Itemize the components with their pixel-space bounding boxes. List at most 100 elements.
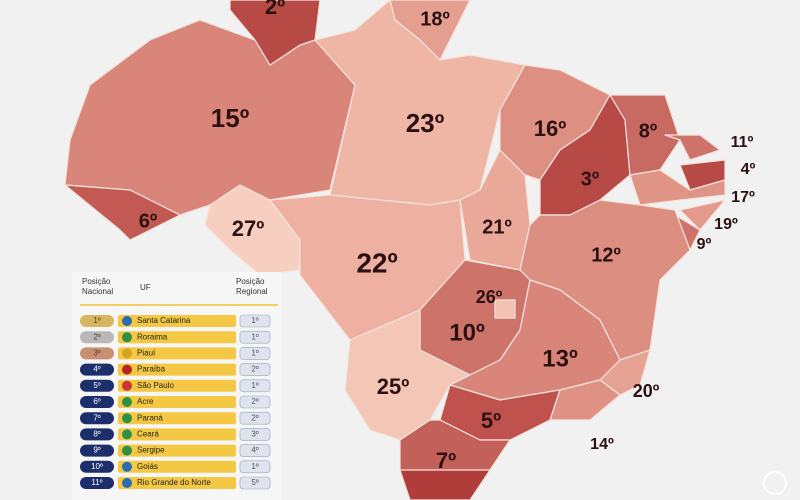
regional-rank: 1º	[251, 349, 258, 358]
national-badge	[80, 460, 114, 473]
regional-rank: 1º	[251, 381, 258, 390]
national-badge	[80, 428, 114, 441]
uf-flag	[122, 429, 132, 440]
state-rank-label: 11º	[731, 134, 754, 151]
state-alagoas	[679, 199, 726, 231]
state-rank-label: 19º	[714, 216, 738, 233]
uf-bar	[118, 477, 236, 489]
regional-badge	[239, 347, 271, 360]
uf-bar	[118, 428, 236, 441]
table-row: 8º Ceará 3º	[80, 428, 271, 441]
national-rank: 10º	[91, 462, 103, 471]
national-badge	[80, 331, 114, 344]
state-tocantins	[459, 149, 531, 271]
national-badge	[80, 412, 114, 425]
header-uf: UF	[140, 283, 151, 292]
state-rank-label: 27º	[232, 216, 265, 241]
uf-bar	[118, 363, 236, 376]
uf-name: Paraíba	[137, 365, 166, 374]
regional-badge	[239, 363, 271, 376]
regional-rank: 1º	[251, 462, 258, 471]
ranking-table: Posição Nacional UF Posição Regional 1º San…	[72, 272, 282, 500]
uf-name: Ceará	[137, 430, 159, 439]
state-rank-label: 3º	[581, 168, 599, 190]
regional-badge	[239, 476, 271, 490]
state-rank-label: 12º	[591, 244, 621, 266]
national-rank: 1º	[93, 316, 100, 325]
regional-badge	[239, 428, 271, 441]
regional-rank: 1º	[251, 316, 258, 325]
table-row: 3º Piauí 1º	[80, 347, 271, 360]
header-text: Posição	[236, 277, 265, 286]
uf-flag	[122, 445, 132, 456]
uf-flag	[122, 397, 132, 407]
state-espirito-santo	[599, 349, 651, 396]
state-rank-label: 25º	[377, 374, 410, 399]
uf-bar	[118, 396, 236, 408]
national-badge	[80, 396, 114, 408]
uf-name: Piauí	[137, 349, 156, 358]
regional-badge	[239, 395, 271, 409]
uf-flag	[122, 461, 132, 472]
state-rank-label: 21º	[482, 216, 512, 238]
state-roraima	[229, 0, 321, 66]
regional-rank: 2º	[251, 397, 258, 406]
state-rank-label: 16º	[534, 116, 567, 141]
uf-name: São Paulo	[137, 381, 174, 390]
regional-rank: 3º	[251, 430, 258, 439]
header-text: Regional	[236, 287, 268, 296]
state-acre	[64, 184, 181, 241]
uf-flag	[122, 364, 132, 375]
uf-bar	[118, 347, 236, 360]
table-row: 4º Paraíba 2º	[80, 363, 271, 376]
national-rank: 2º	[93, 332, 100, 341]
table-row: 7º Paraná 2º	[80, 411, 271, 425]
national-badge	[80, 363, 114, 376]
state-rio-de-janeiro	[549, 379, 621, 421]
uf-flag	[122, 478, 132, 488]
uf-name: Sergipe	[137, 446, 165, 455]
table-row: 5º São Paulo 1º	[80, 379, 271, 393]
state-rank-label: 9º	[697, 236, 712, 253]
state-rank-label: 7º	[436, 448, 456, 473]
state-rank-label: 14º	[590, 436, 614, 453]
state-rank-label: 4º	[741, 161, 756, 178]
state-rank-label: 26º	[476, 287, 503, 307]
regional-badge	[239, 379, 271, 393]
national-badge	[80, 444, 114, 457]
table-row: 9º Sergipe 4º	[80, 444, 271, 457]
state-rank-label: 23º	[406, 108, 445, 138]
state-rank-label: 8º	[639, 120, 657, 142]
regional-badge	[239, 444, 271, 457]
header-national: Posição Nacional	[82, 277, 113, 296]
brazil-map	[64, 0, 726, 500]
national-rank: 7º	[93, 413, 100, 422]
regional-rank: 2º	[251, 365, 258, 374]
header-text: Nacional	[82, 287, 113, 296]
table-row: 11º Rio Grande do Norte 5º	[80, 476, 271, 490]
national-rank: 9º	[93, 446, 100, 455]
national-rank: 3º	[93, 349, 100, 358]
uf-flag	[122, 413, 132, 424]
national-rank: 11º	[91, 478, 102, 487]
regional-rank: 2º	[251, 413, 258, 422]
table-row: 2º Roraima 1º	[80, 330, 271, 344]
uf-flag	[122, 316, 132, 326]
table-rows: 1º Santa Catarina 1º 2º Roraima 1º 3º Piauí 1º 4º…	[80, 314, 271, 490]
uf-name: Paraná	[137, 413, 163, 422]
uf-name: Roraima	[137, 332, 168, 341]
national-rank: 6º	[93, 397, 100, 406]
state-distrito-federal	[494, 299, 516, 319]
state-rank-label: 20º	[633, 381, 660, 401]
state-rank-label: 6º	[139, 210, 157, 232]
uf-flag	[122, 380, 132, 391]
uf-bar	[118, 412, 236, 425]
uf-flag	[122, 348, 132, 359]
regional-rank: 5º	[251, 478, 258, 487]
state-rank-label: 2º	[265, 0, 285, 19]
state-mato-grosso-do-sul	[344, 309, 471, 441]
header-text: Posição	[82, 277, 111, 286]
regional-rank: 1º	[251, 332, 258, 341]
state-rank-label: 15º	[211, 103, 250, 133]
